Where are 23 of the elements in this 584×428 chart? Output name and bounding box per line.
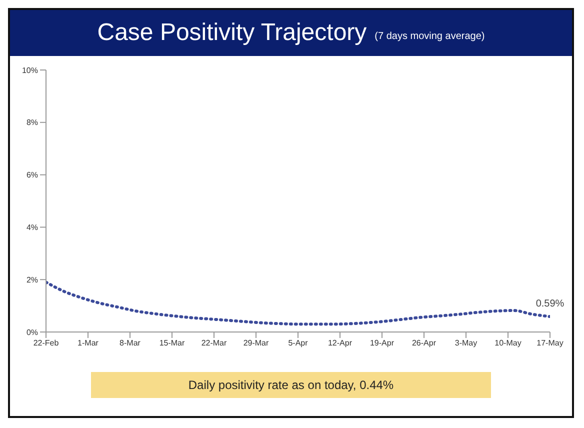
y-tick-label: 0%: [26, 328, 38, 337]
y-tick-label: 8%: [26, 118, 38, 128]
x-tick-label: 3-May: [454, 338, 478, 348]
x-tick-label: 19-Apr: [370, 338, 394, 348]
chart-subtitle: (7 days moving average): [374, 30, 485, 42]
y-tick-label: 10%: [22, 66, 38, 75]
x-tick-label: 8-Mar: [120, 338, 141, 348]
y-tick-label: 4%: [26, 223, 38, 232]
x-tick-label: 5-Apr: [288, 338, 308, 348]
x-tick-label: 26-Apr: [412, 338, 436, 348]
y-tick-label: 2%: [26, 275, 38, 284]
x-tick-label: 22-Mar: [201, 338, 228, 348]
x-tick-label: 17-May: [536, 338, 564, 348]
x-tick-label: 15-Mar: [159, 338, 186, 348]
x-tick-label: 10-May: [494, 338, 522, 348]
x-tick-label: 1-Mar: [78, 338, 99, 348]
x-tick-label: 29-Mar: [243, 338, 270, 348]
x-tick-label: 22-Feb: [33, 338, 60, 348]
x-tick-label: 12-Apr: [328, 338, 352, 348]
text: Daily positivity rate as on today, 0.44%: [91, 372, 491, 398]
annotation: 0.59%: [536, 298, 564, 310]
y-tick-label: 6%: [26, 170, 38, 180]
chart-title: Case Positivity Trajectory: [97, 19, 367, 47]
